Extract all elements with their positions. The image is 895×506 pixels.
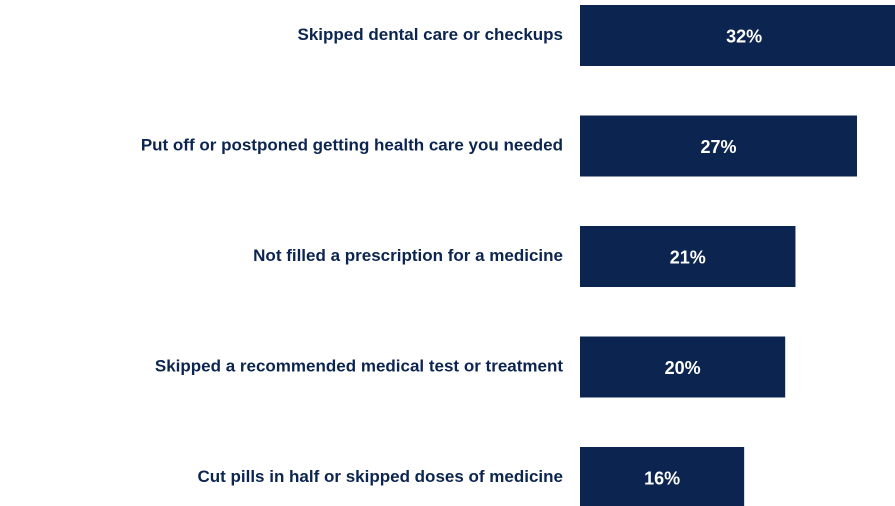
value-label: 16% xyxy=(644,468,680,488)
value-label: 20% xyxy=(665,358,701,378)
bar xyxy=(580,115,858,177)
bar xyxy=(580,447,745,506)
bar xyxy=(580,226,796,287)
value-label: 21% xyxy=(670,247,706,267)
category-label: Not filled a prescription for a medicine xyxy=(253,246,563,265)
bar xyxy=(580,336,786,398)
category-label: Put off or postponed getting health care… xyxy=(141,135,563,154)
category-label: Skipped dental care or checkups xyxy=(298,25,563,44)
value-label: 32% xyxy=(726,26,762,46)
bar xyxy=(580,5,895,66)
value-label: 27% xyxy=(700,137,736,157)
category-label: Skipped a recommended medical test or tr… xyxy=(155,356,563,375)
category-label: Cut pills in half or skipped doses of me… xyxy=(197,467,563,486)
